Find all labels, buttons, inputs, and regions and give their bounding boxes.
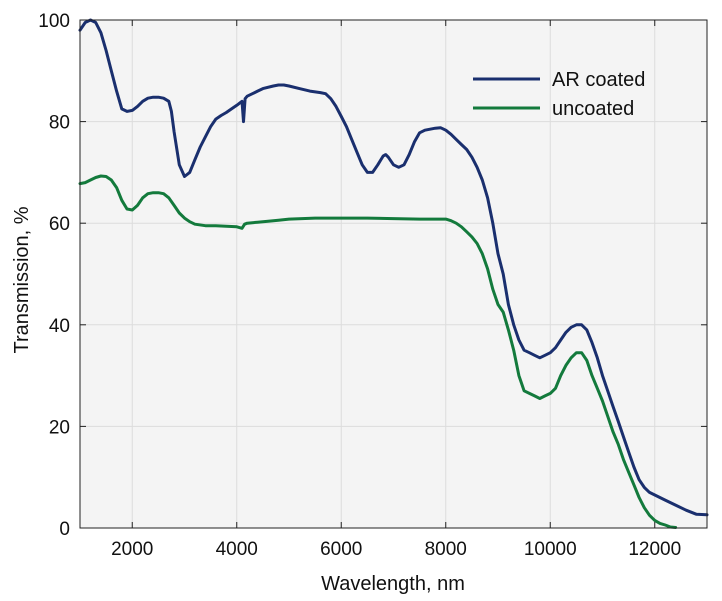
legend: AR coated uncoated bbox=[473, 69, 645, 120]
series-lines bbox=[78, 18, 709, 529]
plot-area bbox=[80, 20, 707, 528]
y-tick-label: 0 bbox=[59, 519, 70, 540]
y-tick-label: 100 bbox=[38, 11, 70, 32]
axis-ticks bbox=[80, 19, 707, 529]
series-line-uncoated bbox=[78, 174, 678, 529]
legend-label: uncoated bbox=[552, 98, 634, 120]
x-tick-label: 6000 bbox=[320, 539, 362, 560]
y-tick-label: 40 bbox=[49, 316, 70, 337]
y-tick-label: 60 bbox=[49, 214, 70, 235]
x-tick-label: 2000 bbox=[111, 539, 153, 560]
tick-labels: 2000 4000 6000 8000 10000 12000 0 20 40 60 80 100 bbox=[38, 11, 681, 560]
legend-label: AR coated bbox=[552, 69, 645, 91]
x-tick-label: 8000 bbox=[425, 539, 467, 560]
x-tick-label: 12000 bbox=[628, 539, 681, 560]
plot-frame bbox=[79, 19, 708, 529]
y-tick-label: 20 bbox=[49, 417, 70, 438]
series-line-ar-coated bbox=[78, 18, 709, 517]
x-tick-label: 4000 bbox=[216, 539, 258, 560]
x-axis-title: Wavelength, nm bbox=[321, 573, 465, 595]
y-axis-title: Transmission, % bbox=[11, 206, 33, 353]
x-tick-label: 10000 bbox=[524, 539, 577, 560]
y-tick-label: 80 bbox=[49, 113, 70, 134]
